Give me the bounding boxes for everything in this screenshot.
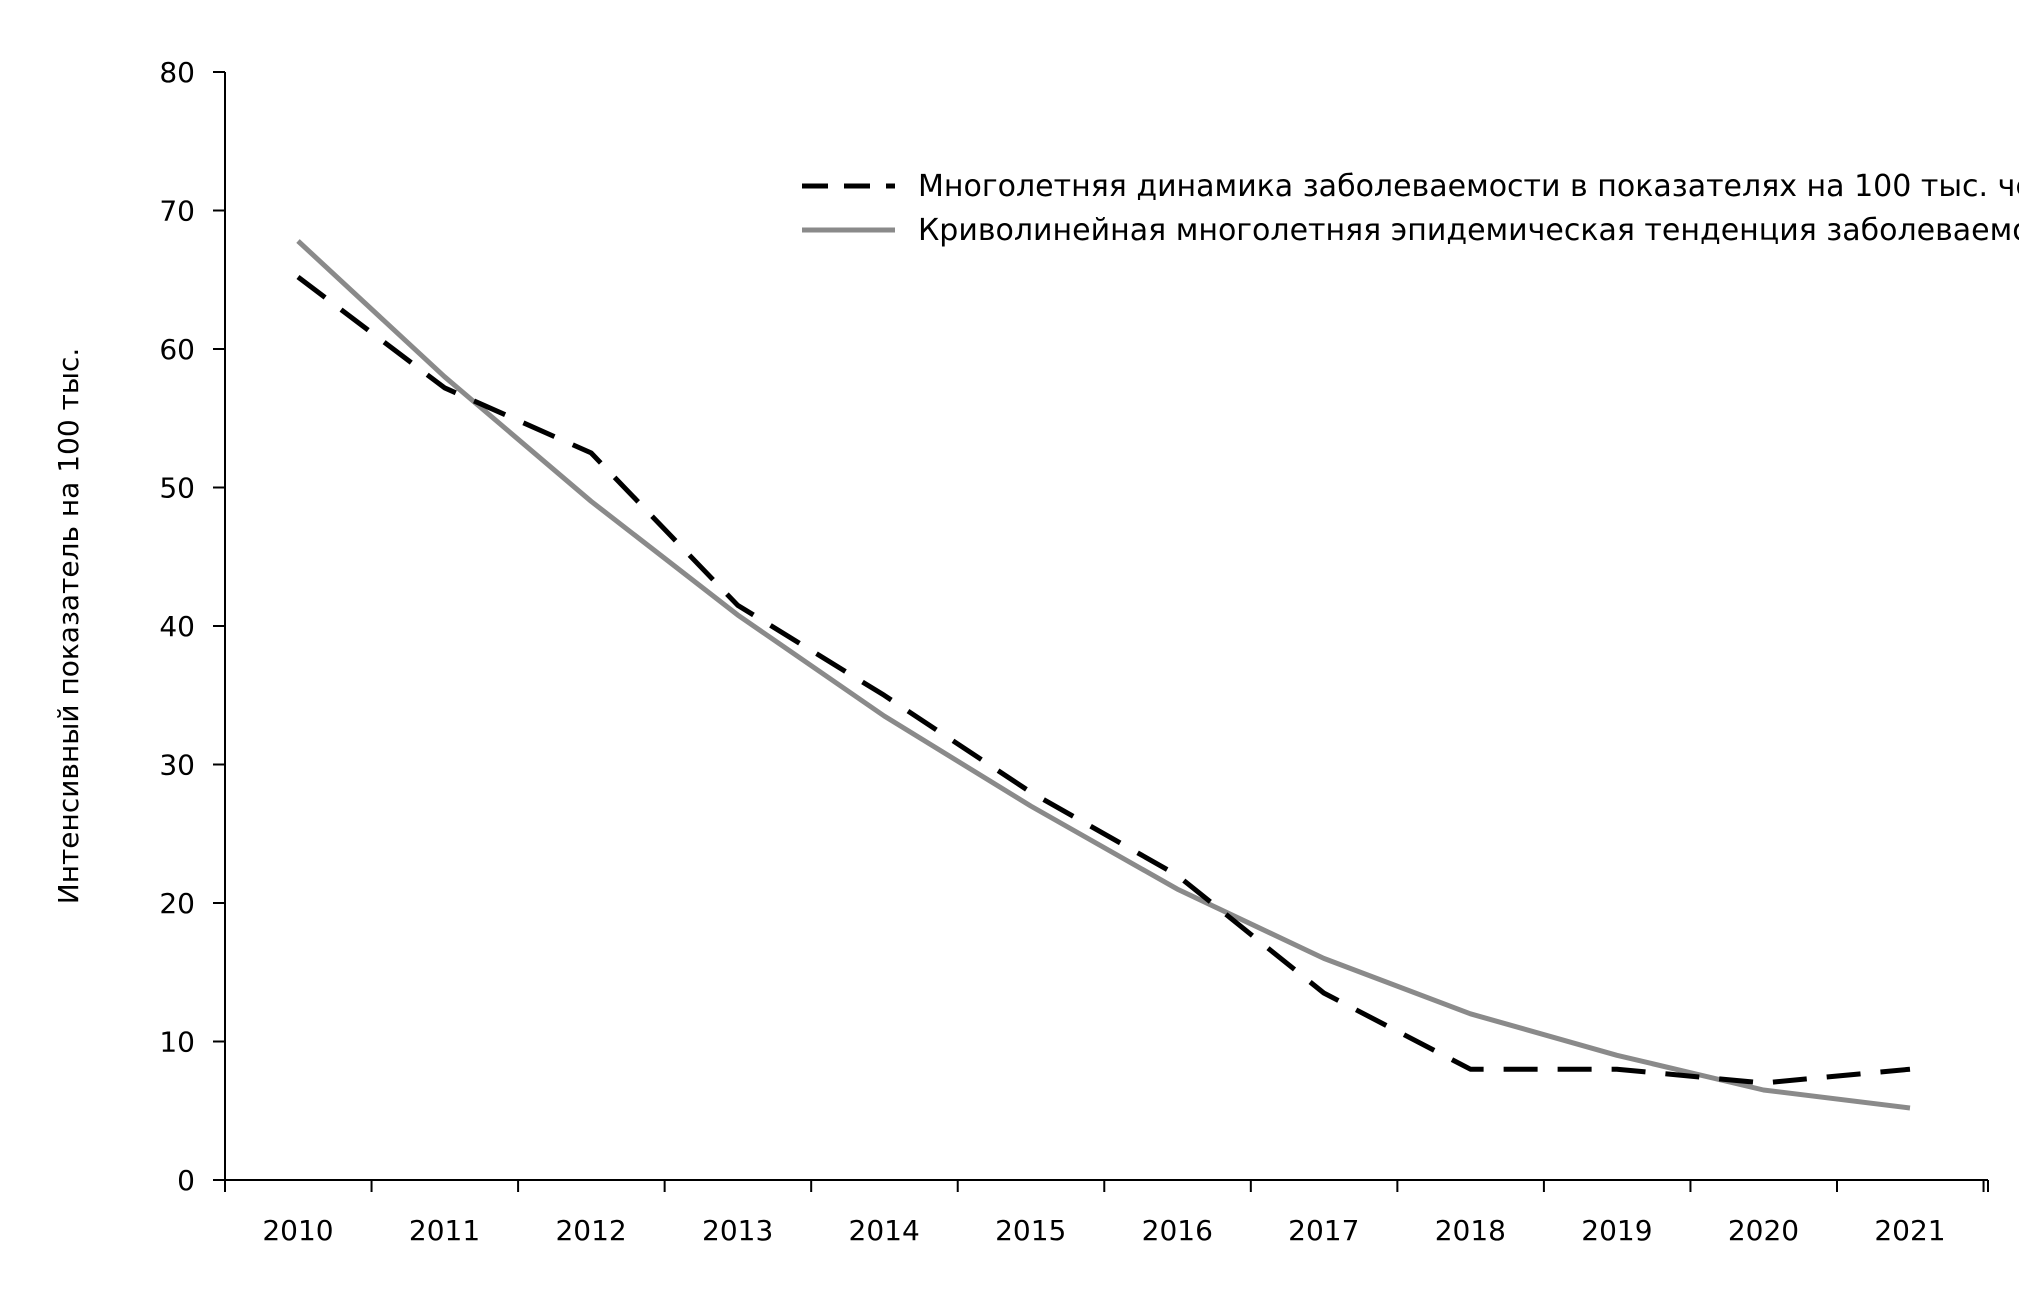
x-tick-label: 2019 [1581, 1214, 1652, 1247]
series-line-dynamics [296, 275, 1911, 1086]
y-tick-label: 20 [159, 887, 195, 920]
y-ticks: 0 10 20 30 40 50 60 70 80 [159, 56, 225, 1197]
y-tick-label: 0 [177, 1164, 195, 1197]
x-tick-label: 2018 [1435, 1214, 1506, 1247]
y-tick-label: 70 [159, 195, 195, 228]
legend: Многолетняя динамика заболеваемости в по… [802, 169, 2019, 248]
series-line-trend [296, 239, 1911, 1111]
x-ticks: 2010 2011 2012 2013 2014 2015 2016 2017 2018 2019… [224, 1180, 1989, 1247]
y-tick-label: 50 [159, 472, 195, 505]
series-layer [296, 239, 1911, 1111]
y-tick-label: 30 [159, 749, 195, 782]
y-tick-label: 10 [159, 1026, 195, 1059]
legend-label-trend: Криволинейная многолетняя эпидемическая … [918, 213, 2019, 248]
y-axis-title: Интенсивный показатель на 100 тыс. [52, 348, 85, 905]
x-tick-label: 2016 [1142, 1214, 1213, 1247]
x-tick-label: 2015 [995, 1214, 1066, 1247]
y-tick-label: 80 [159, 56, 195, 89]
x-tick-label: 2013 [702, 1214, 773, 1247]
x-tick-label: 2012 [555, 1214, 626, 1247]
x-tick-label: 2017 [1288, 1214, 1359, 1247]
x-tick-label: 2014 [849, 1214, 920, 1247]
x-tick-label: 2010 [262, 1214, 333, 1247]
y-tick-label: 60 [159, 333, 195, 366]
x-tick-label: 2011 [409, 1214, 480, 1247]
legend-label-dynamics: Многолетняя динамика заболеваемости в по… [918, 169, 2019, 204]
x-tick-label: 2020 [1728, 1214, 1799, 1247]
x-tick-label: 2021 [1874, 1214, 1945, 1247]
y-tick-label: 40 [159, 610, 195, 643]
